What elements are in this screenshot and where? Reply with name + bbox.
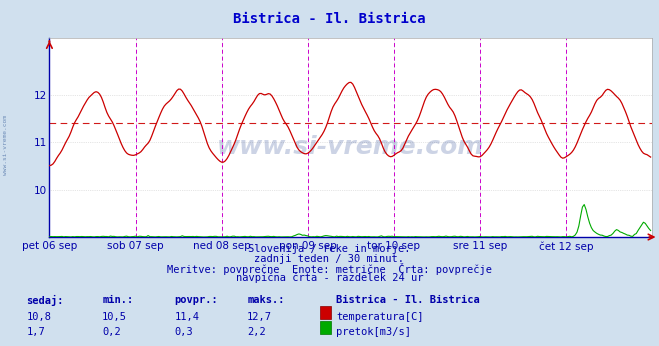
Text: 0,2: 0,2 xyxy=(102,327,121,337)
Text: maks.:: maks.: xyxy=(247,295,285,305)
Text: 12,7: 12,7 xyxy=(247,312,272,322)
Text: pretok[m3/s]: pretok[m3/s] xyxy=(336,327,411,337)
Text: sedaj:: sedaj: xyxy=(26,295,64,306)
Text: min.:: min.: xyxy=(102,295,133,305)
Text: Bistrica - Il. Bistrica: Bistrica - Il. Bistrica xyxy=(233,12,426,26)
Text: zadnji teden / 30 minut.: zadnji teden / 30 minut. xyxy=(254,254,405,264)
Text: navpična črta - razdelek 24 ur: navpična črta - razdelek 24 ur xyxy=(236,273,423,283)
Text: 10,8: 10,8 xyxy=(26,312,51,322)
Text: Meritve: povprečne  Enote: metrične  Črta: povprečje: Meritve: povprečne Enote: metrične Črta:… xyxy=(167,263,492,275)
Text: www.si-vreme.com: www.si-vreme.com xyxy=(217,136,484,160)
Text: 11,4: 11,4 xyxy=(175,312,200,322)
Text: Slovenija / reke in morje.: Slovenija / reke in morje. xyxy=(248,244,411,254)
Text: 0,3: 0,3 xyxy=(175,327,193,337)
Text: 1,7: 1,7 xyxy=(26,327,45,337)
Text: 10,5: 10,5 xyxy=(102,312,127,322)
Text: povpr.:: povpr.: xyxy=(175,295,218,305)
Text: 2,2: 2,2 xyxy=(247,327,266,337)
Text: Bistrica - Il. Bistrica: Bistrica - Il. Bistrica xyxy=(336,295,480,305)
Text: temperatura[C]: temperatura[C] xyxy=(336,312,424,322)
Text: www.si-vreme.com: www.si-vreme.com xyxy=(3,115,8,175)
